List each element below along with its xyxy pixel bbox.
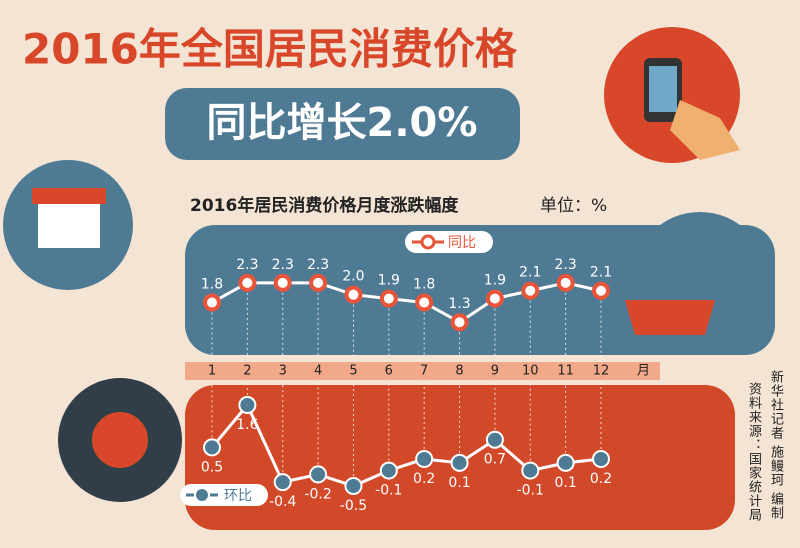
- x-tick-label: 10: [522, 364, 539, 379]
- subtitle: 同比增长2.0%: [207, 100, 478, 146]
- month-strip: [185, 362, 660, 380]
- point: [238, 273, 257, 292]
- gear-icon: [92, 412, 148, 468]
- basket-icon: [625, 300, 715, 335]
- x-tick-label: 4: [314, 364, 322, 379]
- value-label: 1.9: [378, 273, 400, 289]
- point: [273, 473, 292, 492]
- value-label: 2.3: [555, 257, 577, 273]
- x-tick-label: 8: [455, 364, 463, 379]
- store-icon: [38, 200, 100, 248]
- hand-icon: [670, 100, 740, 160]
- point: [450, 453, 469, 472]
- value-label: 2.1: [519, 265, 541, 281]
- point: [485, 289, 504, 308]
- point: [379, 461, 398, 480]
- value-label: 1.9: [484, 273, 506, 289]
- value-label: 2.3: [272, 257, 294, 273]
- source: 资料来源：国家统计局: [746, 382, 761, 522]
- point: [203, 293, 221, 312]
- point: [521, 281, 540, 300]
- point: [203, 438, 221, 457]
- value-label: -0.4: [269, 494, 296, 510]
- point: [485, 430, 504, 449]
- x-tick-label: 1: [208, 364, 216, 379]
- point: [344, 477, 363, 495]
- legend-marker: [194, 487, 210, 503]
- value-label: 2.1: [590, 265, 612, 281]
- x-tick-label: 12: [593, 364, 610, 379]
- value-label: -0.2: [304, 486, 331, 502]
- point: [521, 461, 540, 480]
- x-tick-label: 5: [349, 364, 357, 379]
- value-label: 0.7: [484, 452, 506, 468]
- x-axis-unit: 月: [637, 364, 650, 379]
- value-label: -0.1: [375, 483, 402, 499]
- legend-label: 同比: [448, 235, 476, 251]
- value-label: -0.5: [340, 498, 367, 514]
- x-tick-label: 9: [491, 364, 499, 379]
- x-tick-label: 7: [420, 364, 428, 379]
- point: [273, 273, 292, 292]
- point: [309, 465, 328, 484]
- point: [592, 450, 610, 468]
- x-tick-label: 6: [385, 364, 393, 379]
- value-label: 1.3: [448, 296, 470, 312]
- chart-title: 2016年居民消费价格月度涨跌幅度: [190, 195, 459, 216]
- value-label: 0.2: [413, 471, 435, 487]
- page-title: 2016年全国居民消费价格: [22, 25, 518, 74]
- value-label: 1.6: [236, 417, 258, 433]
- phone-screen: [649, 66, 677, 112]
- credit: 新华社记者 施鳗珂 编制: [768, 370, 783, 521]
- point: [592, 281, 610, 300]
- value-label: 0.2: [590, 471, 612, 487]
- value-label: 2.3: [236, 257, 258, 273]
- unit-label: 单位：%: [540, 196, 607, 216]
- x-tick-label: 3: [279, 364, 287, 379]
- point: [238, 396, 257, 414]
- value-label: 0.1: [555, 475, 577, 491]
- point: [415, 293, 434, 312]
- point: [415, 450, 434, 468]
- point: [379, 289, 398, 308]
- value-label: 2.0: [342, 269, 364, 285]
- value-label: 1.8: [201, 277, 223, 293]
- value-label: 1.8: [413, 277, 435, 293]
- x-tick-label: 11: [557, 364, 574, 379]
- legend-marker: [420, 234, 436, 250]
- point: [450, 313, 469, 332]
- point: [309, 273, 328, 292]
- value-label: 2.3: [307, 257, 329, 273]
- point: [556, 273, 575, 292]
- point: [556, 453, 575, 472]
- value-label: -0.1: [517, 483, 544, 499]
- subtitle-box: [165, 88, 520, 160]
- store-awning: [32, 188, 106, 204]
- x-tick-label: 2: [243, 364, 251, 379]
- legend-label: 环比: [224, 488, 252, 504]
- top-panel: [185, 225, 775, 355]
- value-label: 0.5: [201, 459, 223, 475]
- value-label: 0.1: [448, 475, 470, 491]
- point: [344, 285, 363, 304]
